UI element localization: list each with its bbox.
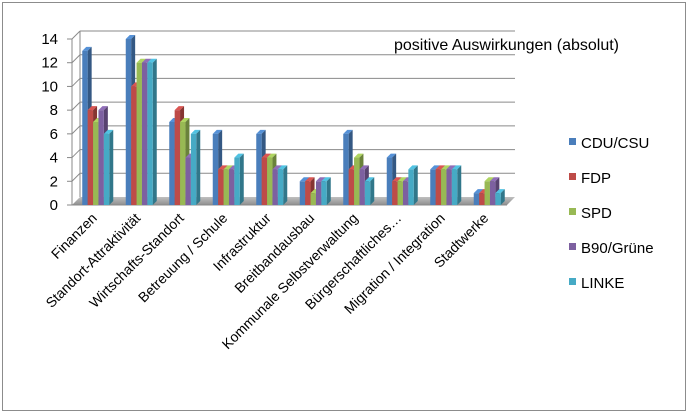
legend-swatch (569, 173, 576, 180)
bar (277, 165, 288, 205)
y-axis-ticks: 0 2 4 6 8 10 12 14 (41, 31, 72, 214)
bar (234, 153, 244, 205)
y-tick-label: 14 (41, 31, 58, 48)
y-tick-label: 4 (50, 150, 58, 167)
y-tick-label: 6 (50, 126, 58, 143)
bars (82, 35, 505, 205)
x-category-label: Breitbandausbau (231, 210, 317, 296)
legend-swatch (569, 278, 576, 285)
legend-label: LINKE (581, 275, 624, 292)
x-axis-categories: FinanzenStandort-AttraktivitätWirtschaft… (42, 210, 491, 353)
legend: CDU/CSU FDP SPD B90/Grüne LINKE (569, 135, 654, 292)
chart-title: positive Auswirkungen (absolut) (394, 37, 619, 54)
bar (103, 129, 114, 205)
legend-label: CDU/CSU (581, 135, 649, 152)
gridline-side (71, 149, 81, 158)
gridline-side (71, 101, 81, 111)
gridline-side (71, 54, 81, 64)
legend-item: FDP (569, 170, 611, 187)
legend-item: LINKE (569, 275, 624, 292)
legend-label: B90/Grüne (581, 240, 654, 257)
y-tick-label: 10 (41, 78, 58, 95)
legend-label: SPD (581, 205, 612, 222)
legend-item: SPD (569, 205, 612, 222)
gridline-side (71, 78, 81, 87)
gridline-side (71, 30, 81, 40)
legend-swatch (569, 208, 576, 215)
legend-swatch (569, 243, 576, 250)
legend-label: FDP (581, 170, 611, 187)
bar-chart: positive Auswirkungen (absolut) 0 2 4 6 8 10 1… (41, 30, 654, 353)
bar (364, 177, 375, 205)
legend-swatch (569, 138, 576, 145)
y-tick-label: 8 (50, 102, 58, 119)
y-tick-label: 0 (50, 197, 58, 214)
bar (495, 189, 505, 205)
bar (190, 129, 201, 205)
bar (147, 58, 157, 205)
legend-item: CDU/CSU (569, 135, 649, 152)
y-tick-label: 12 (41, 55, 58, 72)
chart-frame: positive Auswirkungen (absolut) 0 2 4 6 8 10 1… (2, 2, 686, 411)
bar (408, 165, 418, 205)
bar (321, 177, 331, 205)
bar (451, 165, 462, 205)
legend-item: B90/Grüne (569, 240, 654, 257)
y-tick-label: 2 (50, 173, 58, 190)
gridline-side (71, 125, 81, 135)
gridline-side (71, 172, 81, 182)
